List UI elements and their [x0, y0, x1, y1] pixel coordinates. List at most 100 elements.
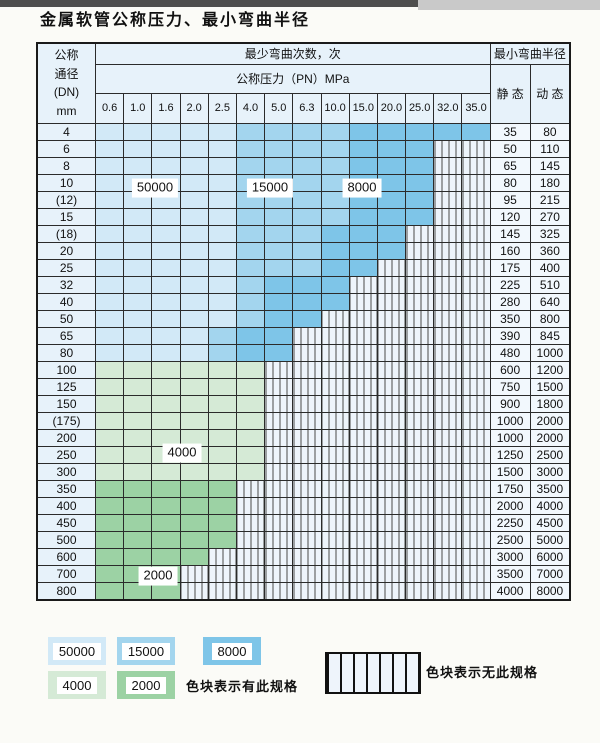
- spec-cell-15k: [235, 241, 266, 260]
- no-spec-cell: [264, 360, 294, 379]
- no-spec-cell: [405, 445, 435, 464]
- no-spec-cell: [405, 258, 435, 277]
- spec-cell-50k: [94, 275, 125, 294]
- no-spec-cell: [320, 547, 350, 566]
- legend-swatch-value: 4000: [56, 676, 98, 694]
- spec-cell-15k: [235, 309, 266, 328]
- static-radius-cell: 750: [489, 377, 531, 396]
- table-row: (18) 145 325: [36, 224, 571, 243]
- spec-cell-8k: [348, 122, 378, 141]
- spec-cell-4k: [151, 360, 181, 379]
- spec-cell-50k: [151, 122, 181, 141]
- scan-artifact-bar-dark: [0, 0, 418, 7]
- spec-cell-2k: [179, 479, 209, 498]
- static-radius-cell: 2000: [489, 496, 531, 515]
- spec-cell-4k: [94, 428, 125, 447]
- no-spec-cell: [348, 394, 378, 413]
- static-radius-cell: 4000: [489, 581, 531, 600]
- spec-cell-50k: [123, 275, 153, 294]
- no-spec-cell: [461, 292, 491, 311]
- static-radius-cell: 145: [489, 224, 531, 243]
- no-spec-cell: [320, 360, 350, 379]
- spec-cell-4k: [179, 360, 209, 379]
- spec-cell-50k: [123, 156, 153, 175]
- no-spec-cell: [235, 513, 266, 532]
- table-row: (12) 95 215: [36, 190, 571, 209]
- dynamic-radius-cell: 2000: [529, 411, 571, 430]
- table-row: 40 280 640: [36, 292, 571, 311]
- no-spec-cell: [376, 377, 407, 396]
- spec-cell-4k: [207, 411, 237, 430]
- spec-cell-4k: [235, 377, 266, 396]
- dynamic-radius-cell: 640: [529, 292, 571, 311]
- spec-cell-15k: [207, 326, 237, 345]
- dynamic-radius-cell: 1500: [529, 377, 571, 396]
- dn-cell: 4: [36, 122, 96, 141]
- spec-cell-50k: [179, 309, 209, 328]
- no-spec-cell: [461, 547, 491, 566]
- no-spec-cell: [348, 496, 378, 515]
- legend-swatch-value: 8000: [211, 642, 253, 660]
- legend-no-spec-swatch: [325, 652, 421, 694]
- no-spec-cell: [348, 547, 378, 566]
- static-radius-cell: 900: [489, 394, 531, 413]
- dn-cell: 150: [36, 394, 96, 413]
- spec-cell-2k: [179, 513, 209, 532]
- spec-cell-8k: [376, 156, 407, 175]
- no-spec-cell: [461, 275, 491, 294]
- spec-cell-15k: [235, 275, 266, 294]
- no-spec-cell: [264, 411, 294, 430]
- spec-cell-50k: [207, 207, 237, 226]
- spec-cell-15k: [235, 292, 266, 311]
- spec-cell-8k: [348, 258, 378, 277]
- no-spec-cell: [292, 445, 322, 464]
- static-radius-cell: 95: [489, 190, 531, 209]
- pressure-col-header: 4.0: [235, 92, 266, 124]
- static-radius-cell: 225: [489, 275, 531, 294]
- bend-cycles-header: 最少弯曲次数，次: [95, 42, 491, 65]
- no-spec-cell: [292, 411, 322, 430]
- no-spec-cell: [433, 343, 463, 362]
- spec-cell-15k: [292, 190, 322, 209]
- spec-cell-50k: [94, 224, 125, 243]
- pressure-col-header: 2.0: [179, 92, 209, 124]
- spec-cell-8k: [320, 241, 350, 260]
- dn-cell: 250: [36, 445, 96, 464]
- spec-cell-8k: [264, 309, 294, 328]
- dn-cell: 500: [36, 530, 96, 549]
- no-spec-cell: [292, 343, 322, 362]
- spec-cell-50k: [207, 173, 237, 192]
- spec-cell-8k: [376, 173, 407, 192]
- spec-cell-50k: [123, 241, 153, 260]
- no-spec-cell: [405, 360, 435, 379]
- spec-cell-4k: [235, 411, 266, 430]
- no-spec-cell: [376, 581, 407, 600]
- legend-swatch-8000: 8000: [203, 637, 261, 665]
- header-row-2: 公称压力（PN）MPa 静 态 动 态: [37, 63, 571, 124]
- static-radius-cell: 1750: [489, 479, 531, 498]
- spec-cell-2k: [94, 496, 125, 515]
- no-spec-cell: [292, 326, 322, 345]
- spec-cell-8k: [405, 156, 435, 175]
- spec-cell-50k: [179, 224, 209, 243]
- dn-cell: (175): [36, 411, 96, 430]
- dynamic-radius-cell: 325: [529, 224, 571, 243]
- no-spec-cell: [292, 581, 322, 600]
- dn-cell: 40: [36, 292, 96, 311]
- table-row: 600 3000 6000: [36, 547, 571, 566]
- no-spec-cell: [264, 547, 294, 566]
- no-spec-cell: [292, 530, 322, 549]
- spec-cell-8k: [405, 139, 435, 158]
- spec-cell-15k: [292, 156, 322, 175]
- pressure-col-header: 6.3: [292, 92, 322, 124]
- dynamic-radius-cell: 4000: [529, 496, 571, 515]
- spec-cell-50k: [179, 156, 209, 175]
- no-spec-cell: [461, 173, 491, 192]
- no-spec-cell: [433, 377, 463, 396]
- no-spec-cell: [348, 564, 378, 583]
- cycle-count-label: 8000: [342, 178, 382, 198]
- no-spec-cell: [207, 547, 237, 566]
- spec-cell-50k: [94, 122, 125, 141]
- no-spec-cell: [433, 428, 463, 447]
- spec-cell-4k: [151, 462, 181, 481]
